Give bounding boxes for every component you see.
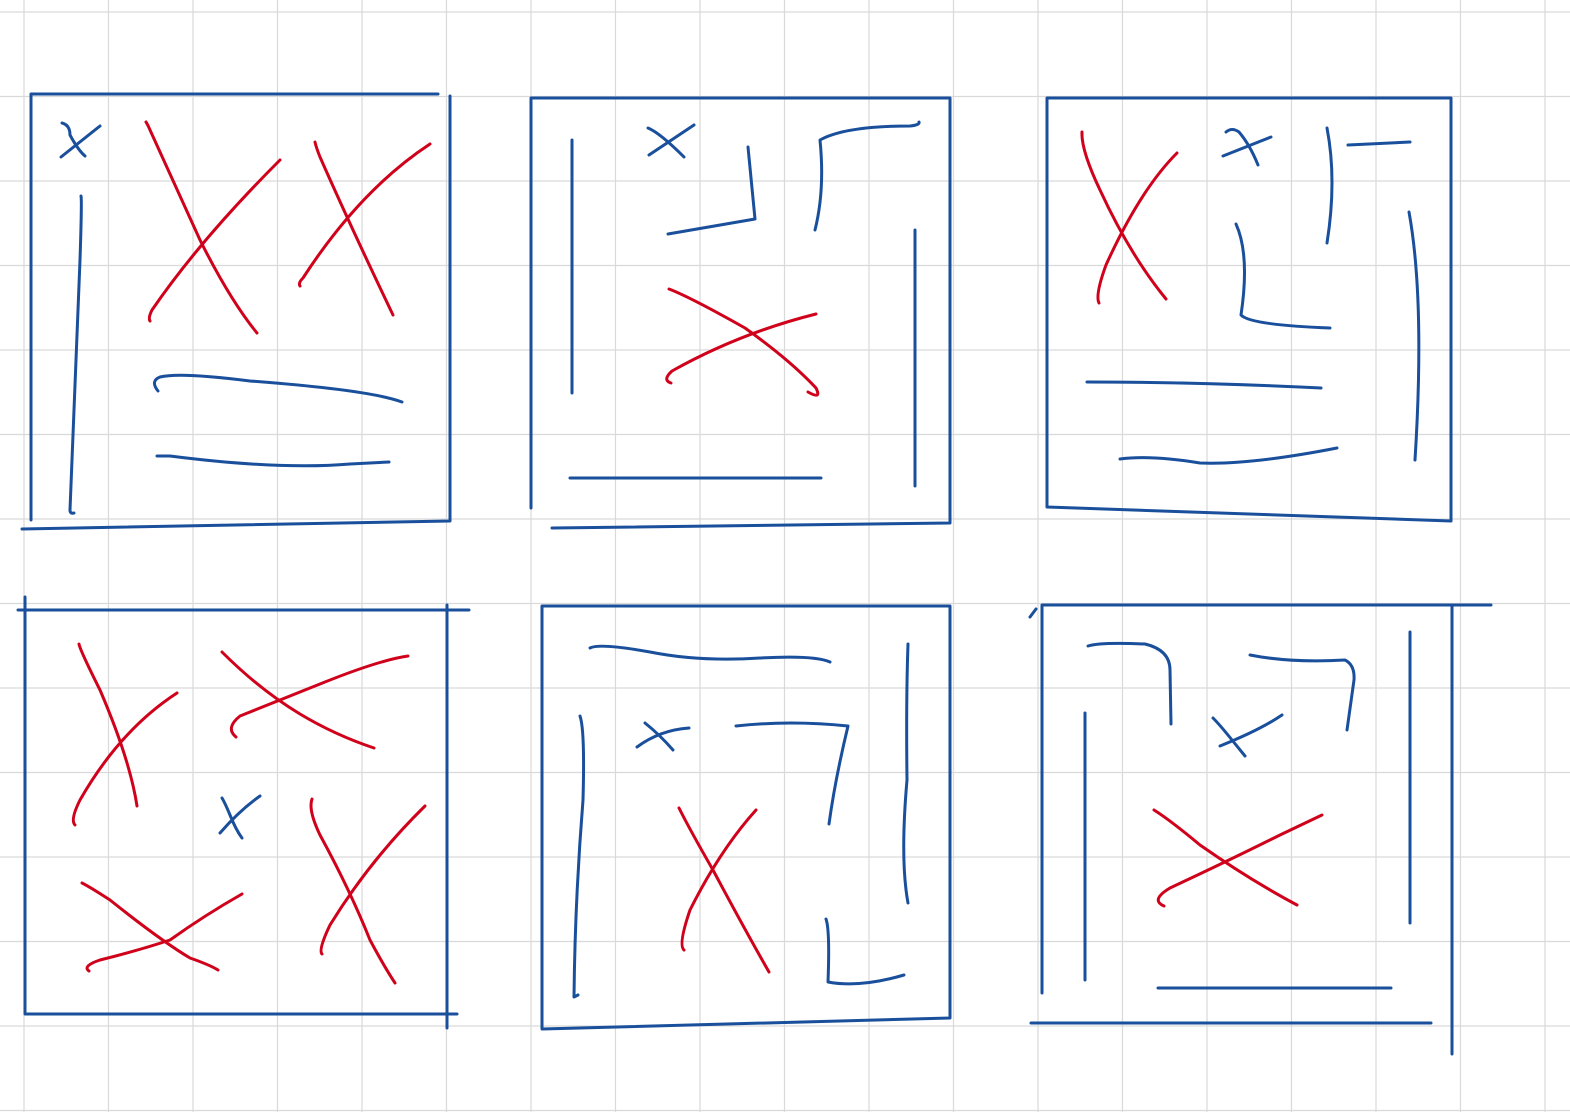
panel-2 (529, 96, 952, 530)
panel-5 (540, 604, 952, 1031)
panel-6-top-right-wall (1248, 653, 1356, 732)
panel-5-left-wall (572, 714, 586, 999)
panel-2-frame (529, 96, 952, 530)
panel-5-frame (540, 604, 952, 1031)
panel-4-red-x-mark-1 (71, 642, 179, 827)
panel-1-frame (20, 92, 452, 531)
panel-3-blue-x-mark (1221, 128, 1273, 167)
panel-5-red-x-mark (677, 806, 771, 974)
panel-2-corner-wall (666, 145, 757, 236)
panel-6-top-left-wall (1086, 641, 1173, 726)
panel-4-red-x-mark-3 (309, 797, 427, 985)
panel-1-wall-1 (153, 373, 404, 404)
panel-4-red-x-mark-4 (80, 881, 244, 973)
panel-5-bottom-corner-wall (824, 917, 906, 986)
panel-3-wall-1 (1085, 380, 1323, 390)
panel-3-right-wall (1407, 210, 1421, 462)
panel-3-short-wall (1346, 140, 1412, 147)
panel-5-blue-x-mark (635, 721, 691, 752)
panel-6-blue-x-mark (1211, 713, 1284, 758)
panel-6-frame (1028, 603, 1493, 1056)
panel-3-wall-2 (1118, 446, 1339, 465)
panel-4-red-x-mark-2 (220, 650, 410, 750)
panel-4 (16, 595, 471, 1030)
panel-3-frame (1045, 96, 1453, 523)
panel-5-top-wall (588, 644, 832, 664)
panel-1-wall-2 (155, 454, 391, 468)
panel-3 (1045, 96, 1453, 523)
panel-5-corner-wall (734, 721, 850, 826)
panel-1-red-x-mark-2 (297, 140, 432, 317)
panel-3-vertical-wall (1325, 126, 1334, 245)
panel-1-red-x-mark-1 (144, 120, 282, 335)
panel-6 (1028, 603, 1493, 1056)
panel-4-frame (16, 595, 471, 1030)
panel-1-left-wall (68, 194, 83, 515)
panel-5-right-wall (902, 642, 910, 905)
panel-2-blue-x-mark (646, 123, 696, 159)
panel-2-red-x-mark (665, 287, 820, 397)
panel-6-red-x-mark (1152, 808, 1324, 908)
panel-4-blue-x-mark (218, 794, 262, 840)
panel-3-corner-wall (1234, 222, 1332, 330)
panel-3-red-x-mark (1080, 130, 1179, 305)
panel-2-curved-wall (813, 120, 921, 232)
panel-1 (20, 92, 452, 531)
panel-1-blue-x-mark (59, 121, 102, 159)
